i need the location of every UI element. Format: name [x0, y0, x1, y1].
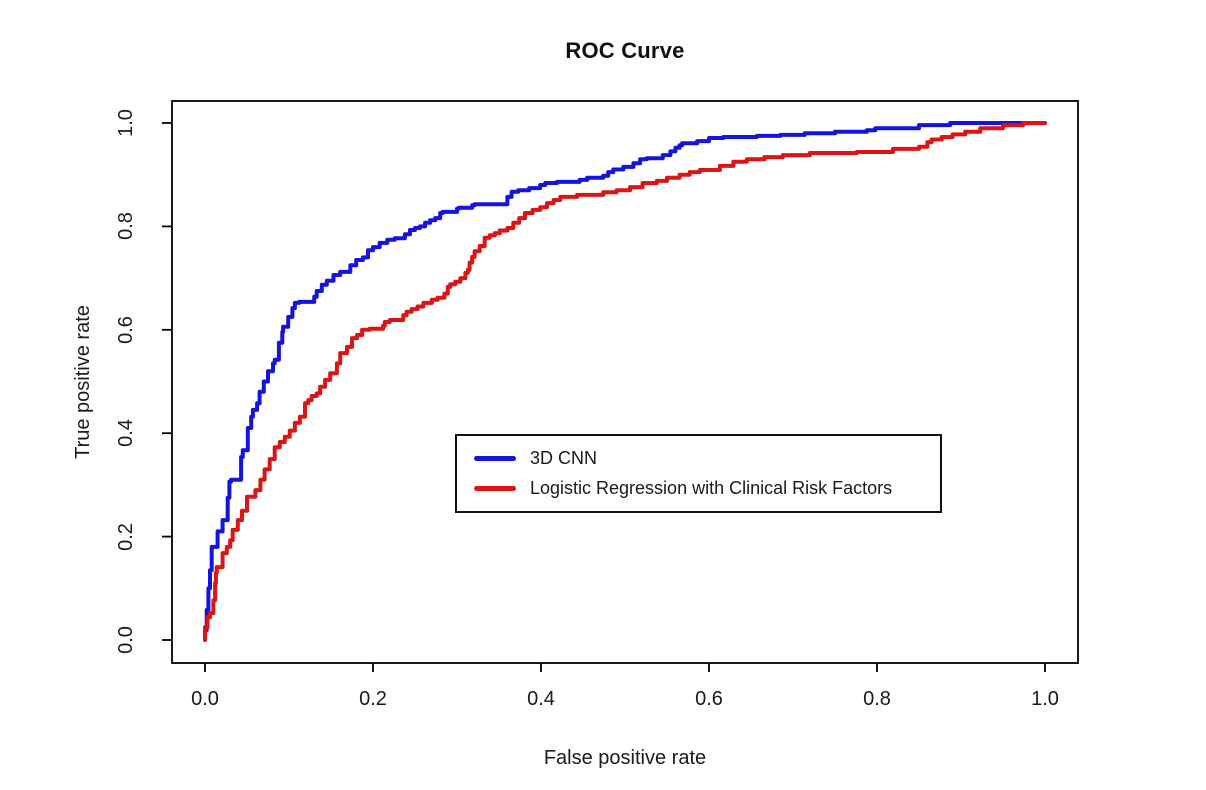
legend-label: Logistic Regression with Clinical Risk F… [530, 478, 893, 498]
x-tick-label: 0.0 [191, 688, 219, 710]
chart-title: ROC Curve [565, 38, 685, 63]
y-tick-label: 0.4 [114, 419, 137, 447]
x-tick-label: 0.2 [359, 688, 387, 710]
roc-curve-3d-cnn [203, 121, 1047, 642]
x-axis-ticks [204, 663, 1046, 672]
y-tick-label: 0.8 [114, 212, 137, 240]
legend-line-sample-blue [474, 456, 516, 461]
roc-curve-logistic-regression [203, 121, 1047, 642]
legend-item-3d-cnn: 3D CNN [474, 448, 940, 469]
x-tick-label: 0.8 [863, 688, 891, 710]
x-axis-label: False positive rate [543, 747, 707, 769]
x-tick-label: 0.4 [527, 688, 555, 710]
y-tick-label: 1.0 [114, 109, 137, 137]
y-axis-ticks [162, 122, 172, 641]
legend-line-sample-red [474, 486, 516, 491]
plot-border [171, 100, 1079, 664]
x-tick-label: 0.6 [695, 688, 723, 710]
y-tick-label: 0.2 [114, 523, 137, 551]
legend: 3D CNN Logistic Regression with Clinical… [455, 434, 942, 513]
legend-item-logistic-regression: Logistic Regression with Clinical Risk F… [474, 478, 940, 499]
y-tick-label: 0.6 [114, 316, 137, 344]
y-tick-label: 0.0 [114, 626, 137, 654]
legend-label: 3D CNN [530, 448, 598, 468]
x-tick-label: 1.0 [1031, 688, 1059, 710]
